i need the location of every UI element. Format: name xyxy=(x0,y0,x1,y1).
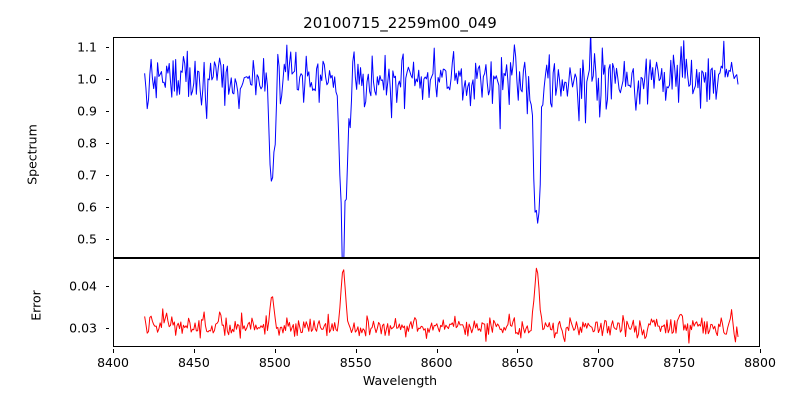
spectrum-y-tick-mark xyxy=(105,110,109,112)
spectrum-y-tick-mark xyxy=(105,142,109,144)
x-tick-mark xyxy=(760,349,761,353)
x-tick-label: 8600 xyxy=(420,355,453,370)
spectrum-y-tick-label: 0.7 xyxy=(77,167,97,183)
error-axis-label: Error xyxy=(28,290,44,321)
spectrum-y-tick-label: 0.8 xyxy=(77,135,97,151)
x-tick-label: 8800 xyxy=(744,355,776,370)
spectrum-y-tick-mark xyxy=(105,78,109,80)
x-tick-label: 8750 xyxy=(663,355,696,370)
x-tick-label: 8700 xyxy=(582,355,615,370)
error-y-axis: 0.03 0.04 xyxy=(0,258,109,347)
x-tick-mark xyxy=(274,349,276,353)
error-plot-area xyxy=(144,267,739,344)
spectrum-y-tick-mark xyxy=(105,206,109,208)
spectrum-y-tick-label: 1.0 xyxy=(77,71,97,87)
error-y-tick-label: 0.03 xyxy=(69,320,97,336)
x-tick-label: 8650 xyxy=(501,355,534,370)
error-panel xyxy=(113,258,760,347)
spectrum-y-tick-mark xyxy=(105,46,109,48)
spectrum-y-tick-label: 0.9 xyxy=(77,103,97,119)
x-tick-mark xyxy=(679,349,681,353)
x-tick-label: 8400 xyxy=(97,355,129,370)
spectrum-y-tick-mark xyxy=(105,238,109,240)
error-y-tick-label: 0.04 xyxy=(69,278,97,294)
x-tick-mark xyxy=(193,349,195,353)
x-tick-label: 8500 xyxy=(258,355,291,370)
spectrum-y-tick-label: 0.5 xyxy=(77,231,97,247)
x-tick-mark xyxy=(113,349,114,353)
x-tick-mark xyxy=(517,349,519,353)
x-tick-mark xyxy=(436,349,438,353)
error-line xyxy=(144,267,739,344)
spectrum-y-tick-label: 1.1 xyxy=(77,39,97,55)
spectrum-plot-area xyxy=(144,38,739,257)
x-axis-label: Wavelength xyxy=(362,373,438,388)
x-tick-mark xyxy=(598,349,600,353)
spectrum-y-tick-mark xyxy=(105,174,109,176)
chart-title: 20100715_2259m00_049 xyxy=(303,14,497,32)
spectrum-panel xyxy=(113,37,760,258)
x-tick-label: 8550 xyxy=(339,355,372,370)
spectrum-y-tick-label: 0.6 xyxy=(77,199,97,215)
error-y-tick-mark xyxy=(105,328,109,330)
spectrum-line xyxy=(144,38,739,257)
spectrum-axis-label: Spectrum xyxy=(24,124,40,185)
spectrum-y-axis: 0.5 0.6 0.7 0.8 0.9 1.0 1.1 xyxy=(0,37,109,258)
x-axis: 8400 8450 8500 8550 8600 8650 8700 8750 8800 xyxy=(97,349,776,371)
x-tick-mark xyxy=(355,349,357,353)
x-tick-label: 8450 xyxy=(177,355,210,370)
error-y-tick-mark xyxy=(105,286,109,288)
